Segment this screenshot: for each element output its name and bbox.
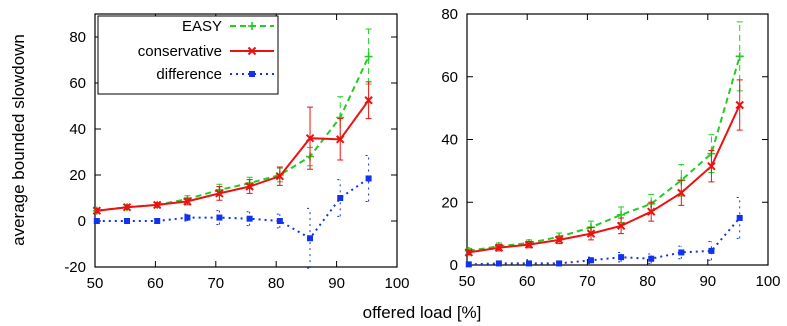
data-point <box>215 189 224 198</box>
data-point <box>648 255 655 262</box>
y-tick-label: 40 <box>69 121 86 138</box>
error-bar <box>365 154 372 202</box>
data-point <box>246 215 253 222</box>
error-bar <box>648 253 655 264</box>
y-tick-label: 0 <box>78 213 86 230</box>
data-point <box>526 260 533 267</box>
data-point <box>494 243 504 252</box>
data-point <box>495 260 502 267</box>
x-tick-label: 80 <box>639 273 656 290</box>
x-tick-label: 70 <box>207 275 224 292</box>
data-point <box>647 207 656 216</box>
data-point <box>184 214 191 221</box>
x-tick-label: 60 <box>519 273 536 290</box>
series-difference <box>93 154 372 269</box>
chart-right: 50 60 70 80 90 100 0 20 40 60 80 <box>441 6 780 290</box>
data-point <box>275 171 285 181</box>
x-tick-label: 90 <box>328 275 345 292</box>
y-tick-label: 20 <box>441 194 458 211</box>
plot-frame <box>94 13 398 268</box>
data-point <box>708 247 715 254</box>
x-tick-label: 80 <box>268 275 285 292</box>
data-point <box>364 52 373 61</box>
legend-box <box>97 15 279 95</box>
data-point <box>337 195 344 201</box>
data-point <box>735 100 744 110</box>
legend-label: EASY <box>182 18 222 35</box>
data-point <box>154 218 161 224</box>
data-point <box>276 218 283 224</box>
legend-marker <box>248 22 256 30</box>
y-tick-label: 80 <box>69 29 86 46</box>
data-point <box>336 135 345 144</box>
data-point <box>216 214 223 221</box>
y-tick-label: 0 <box>450 257 458 274</box>
data-point <box>588 257 595 264</box>
x-tick-label: 50 <box>87 275 104 292</box>
data-point <box>735 52 744 61</box>
y-tick-label: 80 <box>441 6 458 23</box>
legend-marker <box>247 46 257 56</box>
y-tick-label: 40 <box>441 132 458 149</box>
data-point <box>92 206 102 215</box>
series-line <box>96 177 370 240</box>
data-point <box>464 248 474 257</box>
data-point <box>245 182 254 191</box>
x-tick-label: 100 <box>755 273 780 290</box>
data-point <box>93 218 100 224</box>
y-tick-label: 20 <box>69 167 86 184</box>
series-line-2 <box>465 197 743 268</box>
data-point <box>736 214 743 221</box>
series-conservative <box>92 81 373 215</box>
data-point <box>554 235 564 245</box>
data-point <box>364 96 373 105</box>
legend-label: conservative <box>138 43 222 60</box>
x-tick-label: 90 <box>699 273 716 290</box>
chart-left: 50 60 70 80 90 100 -20 0 20 40 60 80 EASY conservativ… <box>64 13 410 292</box>
data-point <box>678 249 685 256</box>
data-point <box>677 188 686 198</box>
series-line <box>468 104 741 254</box>
data-point <box>307 235 314 242</box>
data-point <box>124 218 131 224</box>
series-line <box>468 217 741 266</box>
data-point <box>183 197 192 206</box>
data-point <box>707 161 716 171</box>
legend-label: difference <box>156 66 222 83</box>
y-tick-label: -20 <box>64 259 86 276</box>
data-point <box>616 221 626 230</box>
x-tick-label: 70 <box>579 273 596 290</box>
error-bar <box>708 240 715 261</box>
error-bar <box>618 251 625 263</box>
series-line-1 <box>464 79 744 257</box>
data-point <box>556 260 563 267</box>
series-line-0 <box>464 21 744 255</box>
y-axis-label: average bounded slowdown <box>9 34 28 246</box>
data-point <box>618 254 625 261</box>
legend-marker <box>249 71 255 77</box>
error-bar <box>307 207 314 269</box>
data-point <box>305 133 315 143</box>
x-axis-label: offered load [%] <box>363 303 482 322</box>
data-point <box>586 229 596 238</box>
data-point <box>153 200 162 210</box>
error-bar <box>736 197 743 239</box>
y-tick-label: 60 <box>69 75 86 92</box>
data-point <box>365 175 372 182</box>
series-line <box>96 99 370 212</box>
data-point <box>465 261 472 268</box>
legend: EASY conservative difference <box>97 15 279 95</box>
data-point <box>122 202 132 212</box>
series-line <box>468 56 741 252</box>
x-tick-label: 50 <box>459 273 476 290</box>
y-tick-label: 60 <box>441 69 458 86</box>
x-tick-label: 100 <box>384 275 409 292</box>
x-tick-label: 60 <box>147 275 164 292</box>
data-point <box>524 240 534 249</box>
